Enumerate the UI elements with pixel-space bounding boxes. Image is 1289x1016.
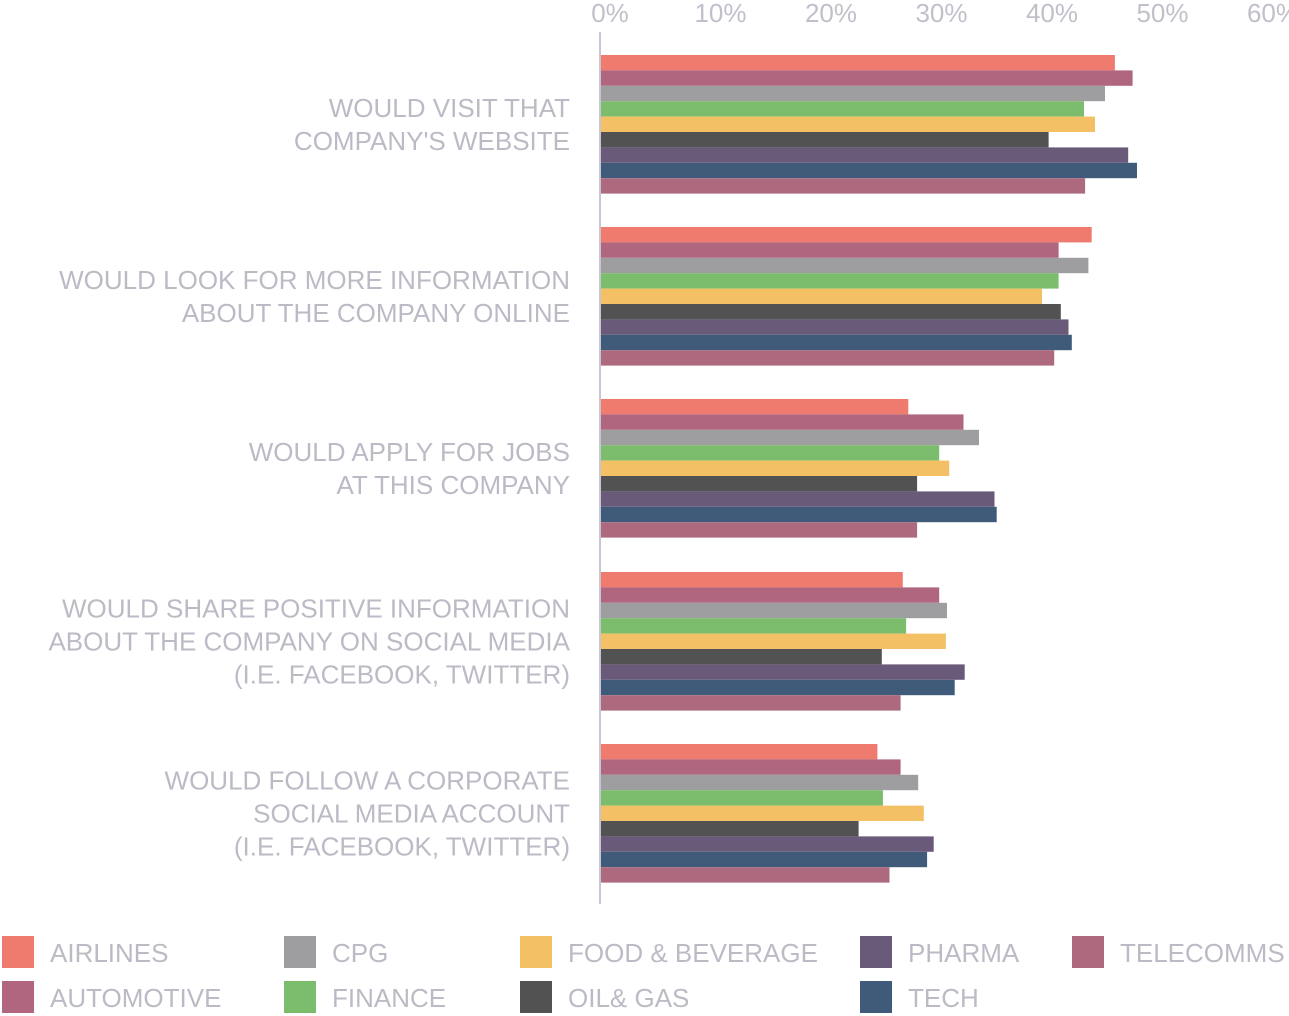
bar-food-beverage-2: FOOD & BEVERAGE: 40% [601, 288, 1042, 304]
bar-food-beverage-4: FOOD & BEVERAGE: 31.3% [601, 633, 946, 649]
bar-telecomms-1: TELECOMMS: 43.9% [601, 178, 1086, 194]
bar-tech-5: TECH: 29.6% [601, 851, 928, 868]
bar-cpg-2: CPG: 44.2% [601, 257, 1089, 274]
bar-group-4: AIRLINES: 27.4%AUTOMOTIVE: 30.7%CPG: 31.… [601, 572, 965, 711]
bar-groups: AIRLINES: 46.6%AUTOMOTIVE: 48.2%CPG: 45.… [601, 55, 1137, 883]
bar-oil-gas-5: OIL& GAS: 23.4% [601, 821, 859, 837]
bar-telecomms-3: TELECOMMS: 28.7% [601, 522, 918, 538]
bar-cpg-3: CPG: 34.3% [601, 429, 979, 446]
bar-group-1: AIRLINES: 46.6%AUTOMOTIVE: 48.2%CPG: 45.… [601, 55, 1137, 194]
bar-oil-gas-2: OIL& GAS: 41.7% [601, 304, 1061, 320]
category-labels: WOULD VISIT THAT COMPANY'S WEBSITE WOULD L… [48, 93, 571, 861]
x-tick-10: 10% [694, 0, 746, 28]
bar-group-5: AIRLINES: 25.1%AUTOMOTIVE: 27.2%CPG: 28.… [601, 744, 934, 883]
bar-group-2: AIRLINES: 44.5%AUTOMOTIVE: 41.5%CPG: 44.… [601, 227, 1092, 366]
bar-finance-1: FINANCE: 43.8% [601, 101, 1084, 117]
bar-airlines-1: AIRLINES: 46.6% [601, 55, 1115, 71]
legend-label-tech: TECH [908, 983, 979, 1013]
bar-group-3: AIRLINES: 27.9%AUTOMOTIVE: 32.9%CPG: 34.… [601, 399, 997, 538]
legend-swatch-automotive [2, 981, 34, 1013]
bar-finance-2: FINANCE: 41.5% [601, 273, 1059, 289]
bar-cpg-5: CPG: 28.8% [601, 774, 919, 791]
bar-telecomms-2: TELECOMMS: 41.1% [601, 350, 1055, 366]
legend-item-airlines: AIRLINES [2, 936, 169, 968]
legend-item-food-beverage: FOOD & BEVERAGE [520, 936, 818, 968]
bar-finance-3: FINANCE: 30.7% [601, 445, 940, 461]
legend-item-cpg: CPG [284, 936, 388, 968]
x-tick-30: 30% [915, 0, 967, 28]
bar-pharma-3: PHARMA: 35.7% [601, 491, 995, 507]
bar-telecomms-5: TELECOMMS: 26.2% [601, 867, 890, 883]
category-label-5: WOULD FOLLOW A CORPORATE SOCIAL MEDIA ACC… [165, 765, 571, 861]
bar-tech-3: TECH: 35.9% [601, 506, 997, 523]
legend-swatch-telecomms [1072, 936, 1104, 968]
bar-automotive-5: AUTOMOTIVE: 27.2% [601, 759, 901, 775]
category-label-3: WOULD APPLY FOR JOBS AT THIS COMPANY [249, 437, 570, 500]
legend-swatch-oil-gas [520, 981, 552, 1013]
legend: AIRLINES CPG FOOD & BEVERAGE PHARMA TELECOMM… [2, 936, 1285, 1013]
legend-label-food-beverage: FOOD & BEVERAGE [568, 938, 818, 968]
legend-item-telecomms: TELECOMMS [1072, 936, 1285, 968]
legend-swatch-cpg [284, 936, 316, 968]
legend-item-automotive: AUTOMOTIVE [2, 981, 221, 1013]
legend-item-oil-gas: OIL& GAS [520, 981, 689, 1013]
category-label-4: WOULD SHARE POSITIVE INFORMATION ABOUT TH… [48, 593, 570, 689]
legend-item-finance: FINANCE [284, 981, 446, 1013]
x-tick-0: 0% [591, 0, 629, 28]
bar-tech-4: TECH: 32.1% [601, 679, 955, 696]
legend-label-cpg: CPG [332, 938, 388, 968]
legend-label-telecomms: TELECOMMS [1120, 938, 1285, 968]
legend-item-pharma: PHARMA [860, 936, 1020, 968]
x-tick-20: 20% [805, 0, 857, 28]
bar-telecomms-4: TELECOMMS: 27.2% [601, 695, 901, 711]
legend-swatch-tech [860, 981, 892, 1013]
category-label-2: WOULD LOOK FOR MORE INFORMATION ABOUT THE… [59, 265, 570, 328]
bar-pharma-4: PHARMA: 33% [601, 664, 965, 680]
bar-oil-gas-1: OIL& GAS: 40.6% [601, 132, 1049, 148]
legend-label-finance: FINANCE [332, 983, 446, 1013]
bar-cpg-1: CPG: 45.7% [601, 85, 1105, 102]
bar-automotive-2: AUTOMOTIVE: 41.5% [601, 242, 1059, 258]
bar-pharma-1: PHARMA: 47.8% [601, 147, 1129, 163]
legend-label-automotive: AUTOMOTIVE [50, 983, 221, 1013]
bar-airlines-3: AIRLINES: 27.9% [601, 399, 909, 415]
x-tick-50: 50% [1136, 0, 1188, 28]
bar-automotive-1: AUTOMOTIVE: 48.2% [601, 70, 1133, 86]
bar-tech-1: TECH: 48.6% [601, 162, 1137, 179]
legend-swatch-food-beverage [520, 936, 552, 968]
bar-food-beverage-5: FOOD & BEVERAGE: 29.3% [601, 805, 924, 821]
x-tick-60: 60% [1247, 0, 1289, 28]
bar-airlines-5: AIRLINES: 25.1% [601, 744, 878, 760]
bar-cpg-4: CPG: 31.4% [601, 602, 947, 619]
bar-food-beverage-3: FOOD & BEVERAGE: 31.6% [601, 460, 950, 476]
legend-swatch-finance [284, 981, 316, 1013]
x-tick-40: 40% [1026, 0, 1078, 28]
bar-finance-4: FINANCE: 27.7% [601, 618, 907, 634]
category-label-1: WOULD VISIT THAT COMPANY'S WEBSITE [294, 93, 570, 156]
legend-swatch-airlines [2, 936, 34, 968]
bar-oil-gas-4: OIL& GAS: 25.5% [601, 649, 882, 665]
bar-airlines-2: AIRLINES: 44.5% [601, 227, 1092, 243]
bar-airlines-4: AIRLINES: 27.4% [601, 572, 903, 588]
bar-pharma-5: PHARMA: 30.2% [601, 836, 934, 852]
legend-label-oil-gas: OIL& GAS [568, 983, 689, 1013]
bar-oil-gas-3: OIL& GAS: 28.7% [601, 476, 918, 492]
legend-label-pharma: PHARMA [908, 938, 1020, 968]
x-axis-ticks: 0% 10% 20% 30% 40% 50% 60% [591, 0, 1289, 28]
legend-swatch-pharma [860, 936, 892, 968]
bar-automotive-3: AUTOMOTIVE: 32.9% [601, 414, 964, 430]
bar-finance-5: FINANCE: 25.6% [601, 790, 883, 806]
bar-pharma-2: PHARMA: 42.4% [601, 319, 1069, 335]
bar-automotive-4: AUTOMOTIVE: 30.7% [601, 587, 940, 603]
bar-food-beverage-1: FOOD & BEVERAGE: 44.8% [601, 116, 1095, 132]
bar-tech-2: TECH: 42.7% [601, 334, 1072, 351]
legend-label-airlines: AIRLINES [50, 938, 169, 968]
legend-item-tech: TECH [860, 981, 979, 1013]
